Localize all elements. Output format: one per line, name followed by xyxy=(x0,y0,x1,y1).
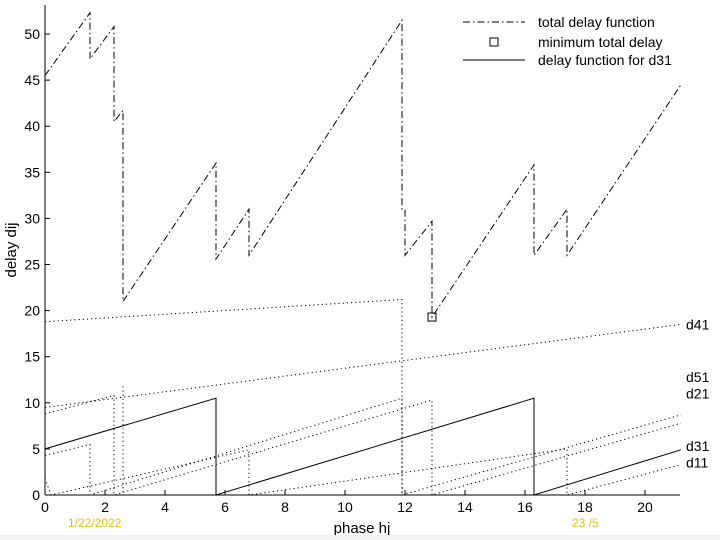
series-label-d11: d11 xyxy=(686,455,709,471)
x-tick-label: 6 xyxy=(221,499,229,515)
x-tick-label: 4 xyxy=(161,499,169,515)
y-tick-label: 5 xyxy=(32,441,40,457)
legend-entry-3: delay function for d31 xyxy=(538,52,672,68)
y-axis-label: delay dij xyxy=(3,222,20,277)
series-label-d41: d41 xyxy=(686,316,710,332)
y-tick-label: 25 xyxy=(24,257,40,273)
y-tick-label: 20 xyxy=(24,303,40,319)
x-tick-label: 18 xyxy=(577,499,593,515)
delay-function-d51 xyxy=(44,397,682,496)
x-axis-label: phase hj xyxy=(334,520,391,537)
axes xyxy=(44,5,680,496)
y-tick-label: 50 xyxy=(24,26,40,42)
y-tick-label: 35 xyxy=(24,164,40,180)
footer-date: 1/22/2022 xyxy=(68,516,122,530)
x-tick-label: 10 xyxy=(337,499,353,515)
y-tick-label: 30 xyxy=(24,210,40,226)
legend-entry-1: total delay function xyxy=(538,14,655,30)
x-tick-label: 0 xyxy=(41,499,49,515)
x-tick-label: 8 xyxy=(281,499,289,515)
footer-page-number: 23 /5 xyxy=(572,516,599,530)
x-tick-label: 14 xyxy=(457,499,473,515)
x-tick-label: 12 xyxy=(397,499,413,515)
minimum-total-delay-marker xyxy=(427,312,437,322)
series-label-d31: d31 xyxy=(686,438,710,454)
plot-area xyxy=(45,5,680,495)
delay-function-d11 xyxy=(44,448,682,496)
delay-function-dotted xyxy=(44,298,403,495)
delay-function-d21 xyxy=(44,394,682,496)
x-tick-label: 16 xyxy=(517,499,533,515)
legend-swatch-minimum xyxy=(489,37,499,47)
ticks: 0 2 4 6 8 10 12 14 16 18 20 0 5 10 15 20 25 30 35 40 45 50 xyxy=(24,26,653,515)
total-delay-function xyxy=(44,11,682,319)
legend-entry-2: minimum total delay xyxy=(538,34,663,50)
y-tick-label: 40 xyxy=(24,118,40,134)
bottom-strip xyxy=(0,535,720,540)
x-tick-label: 20 xyxy=(637,499,653,515)
y-tick-label: 45 xyxy=(24,72,40,88)
y-tick-label: 0 xyxy=(32,487,40,503)
y-tick-label: 15 xyxy=(24,349,40,365)
legend: total delay function minimum total delay d… xyxy=(463,14,672,68)
series xyxy=(44,11,682,496)
series-label-d21: d21 xyxy=(686,386,710,402)
delay-function-d41 xyxy=(44,323,682,408)
x-tick-label: 2 xyxy=(101,499,109,515)
delay-function-d31 xyxy=(44,397,682,496)
y-tick-label: 10 xyxy=(24,395,40,411)
series-label-d51: d51 xyxy=(686,369,710,385)
